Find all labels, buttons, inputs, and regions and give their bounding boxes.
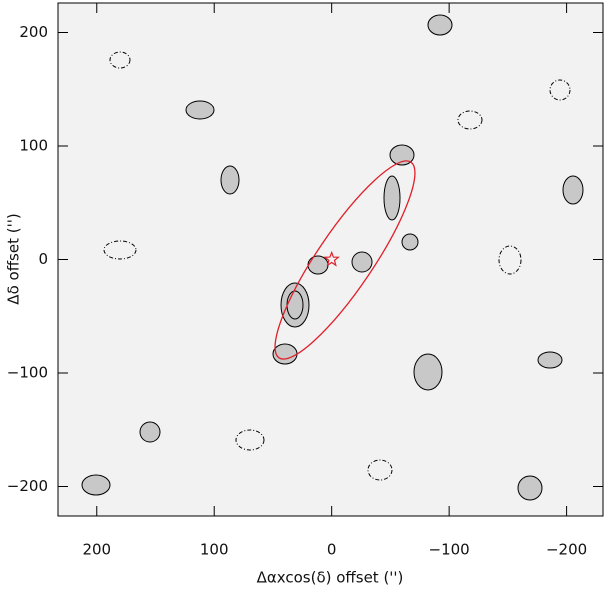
star-marker [323,250,340,267]
x-tick-label: 0 [327,541,337,559]
x-axis-label: Δαxcos(δ) offset ('') [257,569,404,587]
contour [427,14,453,36]
y-tick-label: 100 [19,137,48,155]
contour [139,421,161,443]
x-tick-label: −100 [429,541,470,559]
contour [498,245,522,275]
contour [103,240,137,260]
contour [81,474,111,496]
y-axis-label: Δδ offset ('') [5,213,23,304]
y-tick-label: −200 [7,477,48,495]
contour [413,353,443,391]
y-tick-label: 0 [38,250,48,268]
contour [389,144,415,166]
x-tick-label: 100 [200,541,229,559]
y-tick-label: −100 [7,363,48,381]
contour [537,351,563,369]
contour [549,79,571,101]
contour [517,475,543,501]
contour [185,100,215,120]
contour [286,290,304,320]
contour [383,175,401,221]
contour [367,459,393,481]
contour [351,251,373,273]
contour [401,233,419,251]
ellipse [274,160,416,360]
y-tick-label: 200 [19,23,48,41]
contour [307,255,329,275]
contour [457,110,483,130]
x-tick-label: −200 [546,541,587,559]
contour [220,165,240,195]
plot-area [58,3,603,516]
x-tick-label: 200 [82,541,111,559]
contour [562,175,584,205]
contour [109,51,131,69]
contour [235,429,265,451]
